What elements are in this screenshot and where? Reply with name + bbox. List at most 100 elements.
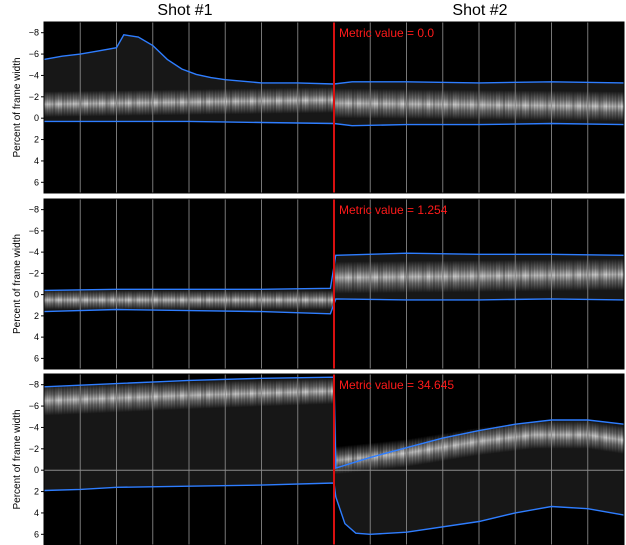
bright-band-column	[423, 260, 428, 293]
y-tick-label: 0	[34, 290, 39, 300]
bright-band-column	[571, 259, 576, 291]
bright-band-column	[284, 87, 288, 114]
bright-band-column	[450, 260, 454, 293]
bright-band-column	[171, 89, 175, 116]
bright-band-column	[171, 381, 175, 410]
bright-band-column	[447, 260, 451, 293]
bright-band-column	[293, 87, 297, 114]
bright-band-column	[157, 290, 161, 310]
bright-band-column	[406, 260, 410, 293]
bright-band-column	[206, 290, 210, 310]
bright-band-column	[438, 260, 442, 293]
bright-band-column	[310, 87, 315, 114]
y-tick-label: −8	[29, 205, 39, 215]
bright-band-column	[46, 91, 51, 118]
bright-band-column	[278, 87, 283, 114]
bright-band-column	[554, 259, 558, 292]
bright-band-column	[597, 91, 602, 122]
bright-band-column	[252, 380, 257, 407]
bright-band-column	[479, 89, 483, 120]
bright-band-column	[52, 290, 56, 310]
bright-band-column	[615, 258, 619, 291]
bright-band-column	[229, 88, 233, 115]
bright-band-column	[67, 385, 71, 415]
bright-band-column	[197, 381, 201, 409]
bright-band-column	[603, 423, 607, 452]
bright-band-column	[270, 88, 274, 114]
bright-band-column	[345, 88, 349, 119]
bright-band-column	[209, 290, 213, 310]
bright-band-column	[566, 90, 570, 121]
y-axis-label: Percent of frame width	[12, 234, 23, 334]
bright-band-column	[87, 90, 91, 117]
bright-band-column	[81, 384, 85, 414]
bright-band-column	[284, 379, 288, 406]
bright-band-column	[432, 260, 436, 293]
bright-band-column	[612, 91, 616, 122]
bright-band-column	[458, 430, 462, 459]
bright-band-column	[508, 259, 512, 292]
bright-band-column	[531, 421, 535, 449]
bright-band-column	[589, 258, 593, 291]
bright-band-column	[102, 290, 106, 310]
bright-band-column	[371, 88, 375, 119]
bright-band-column	[194, 381, 199, 409]
bright-band-column	[476, 89, 480, 120]
bright-band-column	[383, 441, 387, 470]
y-tick-label: 4	[34, 508, 39, 518]
bright-band-column	[200, 290, 204, 310]
bright-band-column	[505, 424, 509, 452]
bright-band-column	[52, 91, 56, 117]
bright-band-column	[499, 90, 503, 121]
bright-band-column	[102, 384, 106, 414]
bright-band-column	[560, 90, 564, 121]
bright-band-column	[499, 424, 503, 453]
y-tick-label: −2	[29, 268, 39, 278]
bright-band-column	[386, 441, 390, 469]
bright-band-column	[104, 290, 109, 310]
bright-band-column	[516, 422, 520, 451]
bright-band-column	[621, 91, 625, 122]
bright-band-column	[235, 380, 239, 408]
bright-band-column	[406, 438, 410, 467]
bright-band-column	[322, 87, 326, 113]
bright-band-column	[160, 89, 164, 116]
bright-band-column	[386, 261, 390, 293]
bright-band-column	[499, 259, 503, 292]
bright-band-column	[400, 439, 404, 468]
y-tick-label: 0	[34, 113, 39, 123]
bright-band-column	[600, 423, 605, 451]
bright-band-column	[531, 90, 535, 121]
bright-band-column	[615, 425, 619, 454]
bright-band-column	[345, 261, 349, 294]
bright-band-column	[426, 435, 431, 464]
bright-band-column	[444, 432, 448, 461]
bright-band-column	[113, 383, 117, 413]
bright-band-column	[394, 261, 399, 293]
bright-band-column	[46, 385, 51, 416]
bright-band-column	[194, 290, 199, 310]
bright-band-column	[537, 259, 541, 292]
bright-band-column	[603, 258, 607, 291]
bright-band-column	[426, 260, 431, 293]
bright-band-column	[220, 290, 225, 310]
bright-band-column	[96, 384, 100, 414]
bright-band-column	[305, 290, 309, 310]
bright-band-column	[261, 290, 265, 310]
bright-band-column	[534, 90, 538, 121]
bright-band-column	[612, 258, 616, 291]
bright-band-column	[363, 88, 367, 119]
bright-band-column	[496, 90, 500, 120]
bright-band-column	[119, 290, 123, 310]
bright-band-column	[287, 379, 291, 406]
bright-band-column	[290, 379, 294, 406]
bright-band-column	[493, 90, 497, 120]
bright-band-column	[354, 88, 358, 119]
bright-band-column	[571, 421, 576, 449]
bright-band-column	[319, 87, 323, 114]
bright-band-column	[84, 290, 88, 310]
bright-band-column	[421, 436, 425, 465]
bright-band-column	[64, 385, 68, 415]
bright-band-column	[519, 422, 523, 451]
bright-band-column	[122, 290, 126, 310]
